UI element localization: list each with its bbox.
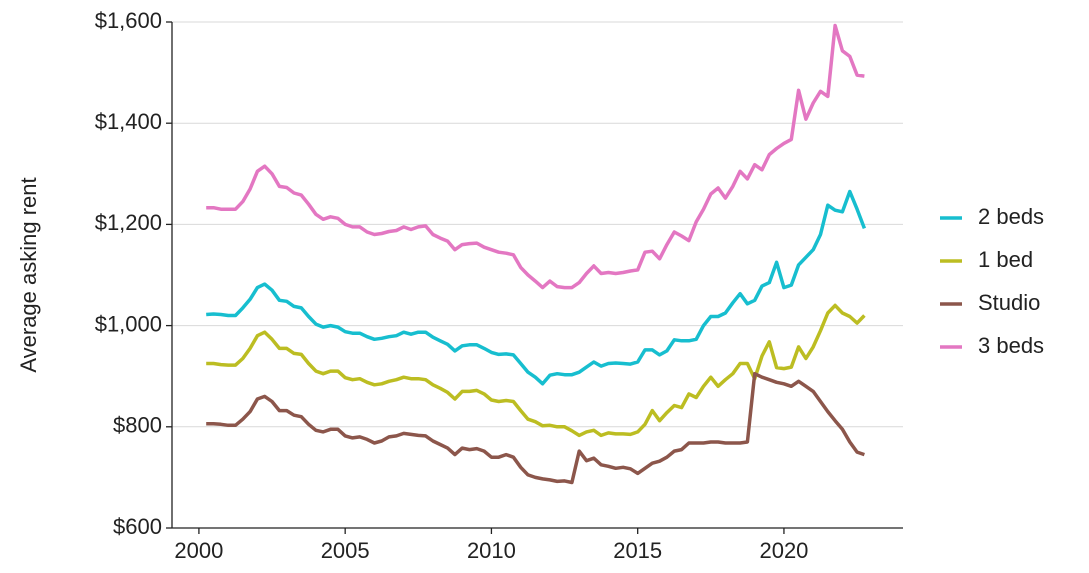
y-tick-label: $1,200 [95,210,162,235]
x-tick-label: 2015 [613,538,662,563]
series-line [206,189,867,386]
y-tick-label: $600 [113,514,162,539]
series-line [206,23,865,290]
y-tick-label: $1,600 [95,8,162,33]
legend-label: 1 bed [978,247,1033,272]
x-tick-label: 2000 [174,538,223,563]
y-tick-label: $1,000 [95,311,162,336]
y-tick-label: $1,400 [95,109,162,134]
y-tick-label: $800 [113,413,162,438]
x-tick-label: 2020 [759,538,808,563]
legend-label: 3 beds [978,333,1044,358]
x-tick-label: 2010 [467,538,516,563]
y-axis-label: Average asking rent [16,177,41,372]
legend-label: 2 beds [978,204,1044,229]
series-line [206,303,866,438]
series-line [206,371,865,485]
legend-label: Studio [978,290,1040,315]
x-tick-label: 2005 [321,538,370,563]
